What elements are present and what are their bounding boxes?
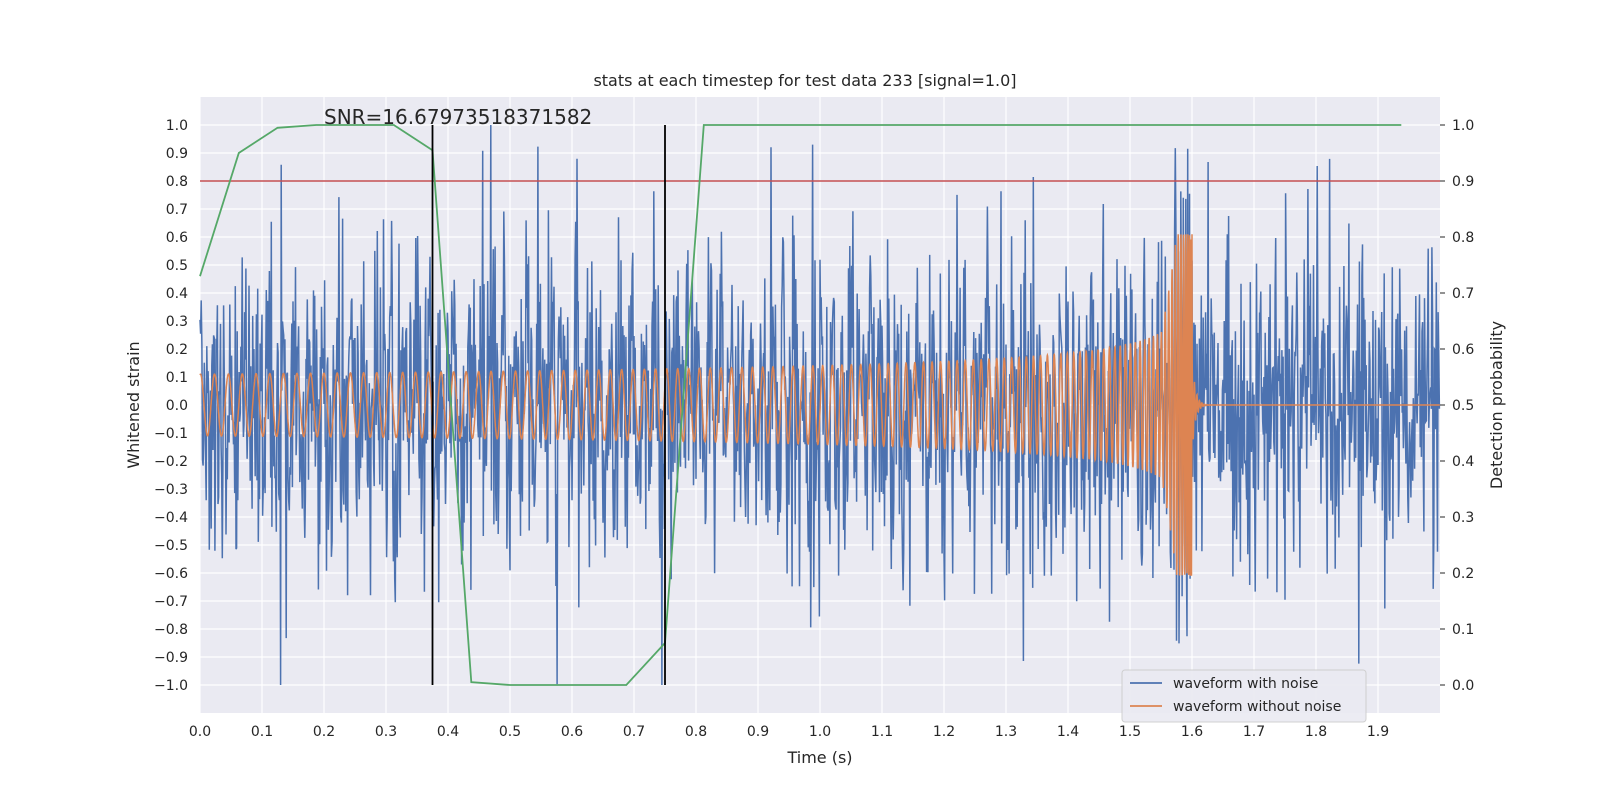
- y2-tick-label: 0.0: [1452, 678, 1474, 694]
- y-tick-label: 0.7: [166, 202, 188, 218]
- y-tick-label: −0.5: [154, 538, 188, 554]
- y2-tick-label: 0.1: [1452, 622, 1474, 638]
- y-axis-label: Whitened strain: [124, 341, 143, 468]
- y-tick-label: −0.7: [154, 594, 188, 610]
- noise-line: [199, 124, 1441, 686]
- x-tick-label: 0.5: [499, 724, 521, 740]
- y2-tick-label: 1.0: [1452, 118, 1474, 134]
- x-tick-label: 1.4: [1057, 724, 1079, 740]
- x-tick-label: 0.1: [251, 724, 273, 740]
- legend-box: [1121, 669, 1367, 723]
- x-tick-label: 1.7: [1243, 724, 1265, 740]
- x-tick-label: 1.6: [1181, 724, 1203, 740]
- probability-line: [199, 124, 1402, 686]
- y-tick-label: 0.3: [166, 314, 188, 330]
- y2-axis-label: Detection probability: [1487, 321, 1506, 489]
- y2-axis-ticks: 0.0 0.1 0.2 0.3 0.4 0.5 0.6 0.7 0.8 0.9 1.0: [1440, 118, 1474, 694]
- x-tick-label: 1.1: [871, 724, 893, 740]
- y-tick-label: −0.8: [154, 622, 188, 638]
- x-tick-label: 0.9: [747, 724, 769, 740]
- legend-label-clean: waveform without noise: [1173, 699, 1341, 715]
- clean-line: [199, 234, 1440, 576]
- y-tick-label: 0.4: [166, 286, 188, 302]
- series-waveform-with-noise: [199, 124, 1441, 686]
- x-tick-label: 1.2: [933, 724, 955, 740]
- y2-tick-label: 0.9: [1452, 174, 1474, 190]
- x-axis-ticks: 0.0 0.1 0.2 0.3 0.4 0.5 0.6 0.7 0.8 0.9 1.0 1.1 1.2 1…: [189, 724, 1389, 740]
- y-tick-label: 0.8: [166, 174, 188, 190]
- x-tick-label: 0.6: [561, 724, 583, 740]
- x-axis-label: Time (s): [786, 748, 852, 767]
- x-tick-label: 1.8: [1305, 724, 1327, 740]
- x-tick-label: 0.8: [685, 724, 707, 740]
- series-waveform-without-noise: [199, 234, 1440, 576]
- y-tick-label: 0.5: [166, 258, 188, 274]
- y-tick-label: 0.6: [166, 230, 188, 246]
- x-tick-label: 0.2: [313, 724, 335, 740]
- y-tick-label: −0.6: [154, 566, 188, 582]
- series-detection-probability: [199, 124, 1402, 686]
- y2-tick-label: 0.7: [1452, 286, 1474, 302]
- snr-annotation: SNR=16.67973518371582: [324, 105, 592, 129]
- y-tick-label: −0.2: [154, 454, 188, 470]
- y-tick-label: 0.0: [166, 398, 188, 414]
- legend: waveform with noise waveform without noi…: [1121, 669, 1367, 723]
- y-tick-label: 0.1: [166, 370, 188, 386]
- x-tick-label: 0.0: [189, 724, 211, 740]
- y2-tick-label: 0.8: [1452, 230, 1474, 246]
- chart-title: stats at each timestep for test data 233…: [593, 71, 1016, 90]
- y2-tick-label: 0.2: [1452, 566, 1474, 582]
- x-tick-label: 1.0: [809, 724, 831, 740]
- vertical-markers: [431, 125, 666, 685]
- y-tick-label: 1.0: [166, 118, 188, 134]
- y-tick-label: −0.3: [154, 482, 188, 498]
- x-tick-label: 0.4: [437, 724, 459, 740]
- y2-tick-label: 0.6: [1452, 342, 1474, 358]
- y2-tick-label: 0.3: [1452, 510, 1474, 526]
- y-tick-label: −0.9: [154, 650, 188, 666]
- y-tick-label: −1.0: [154, 678, 188, 694]
- legend-label-noise: waveform with noise: [1173, 676, 1318, 692]
- x-tick-label: 1.5: [1119, 724, 1141, 740]
- y-tick-label: 0.9: [166, 146, 188, 162]
- y2-tick-label: 0.5: [1452, 398, 1474, 414]
- y-tick-label: −0.1: [154, 426, 188, 442]
- y-tick-label: −0.4: [154, 510, 188, 526]
- y-axis-ticks: −1.0 −0.9 −0.8 −0.7 −0.6 −0.5 −0.4 −0.3 −0.2 −0.1…: [154, 118, 188, 694]
- x-tick-label: 1.9: [1367, 724, 1389, 740]
- x-tick-label: 0.3: [375, 724, 397, 740]
- y2-tick-label: 0.4: [1452, 454, 1474, 470]
- y-tick-label: 0.2: [166, 342, 188, 358]
- x-tick-label: 1.3: [995, 724, 1017, 740]
- x-tick-label: 0.7: [623, 724, 645, 740]
